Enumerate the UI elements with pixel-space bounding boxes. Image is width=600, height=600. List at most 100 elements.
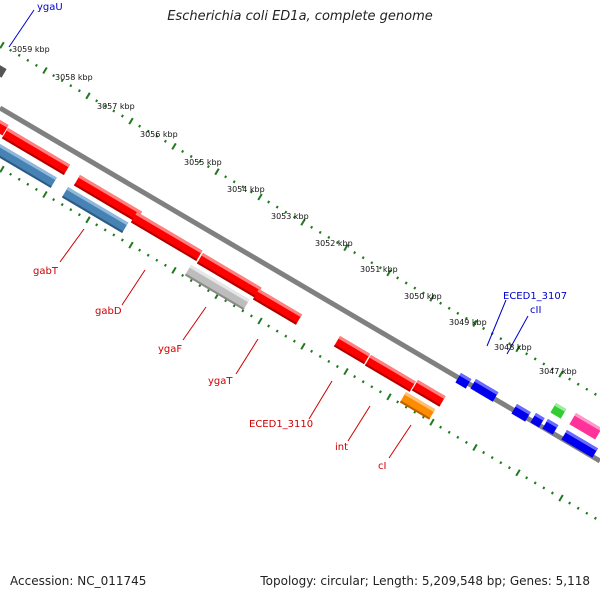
scale-label: 3055 kbp	[184, 158, 222, 167]
inner-scale-tick	[542, 486, 546, 490]
outer-scale-tick	[267, 200, 271, 204]
inner-scale-tick	[241, 309, 245, 313]
gene-label-ECED1_3110[interactable]: ECED1_3110	[249, 419, 313, 430]
outer-scale-tick	[0, 41, 5, 49]
gene-block-int[interactable]	[333, 336, 371, 365]
outer-scale-tick	[353, 251, 357, 255]
inner-scale-tick	[585, 511, 589, 515]
gene-block-ygaT[interactable]	[196, 253, 262, 298]
inner-scale-tick	[224, 299, 228, 303]
gene-label-cII[interactable]: cII	[530, 305, 541, 316]
gene-block-gabD[interactable]	[73, 175, 142, 222]
scale-labels: 3059 kbp 3058 kbp 3057 kbp 3056 kbp 3055…	[12, 45, 577, 376]
outer-scale-tick	[249, 190, 253, 194]
gene-block-blue-2[interactable]	[61, 187, 129, 233]
inner-scale-tick	[343, 367, 349, 376]
gene-block-blue-1[interactable]	[0, 144, 57, 188]
outer-scale-tick	[525, 352, 529, 356]
gene-block-magenta[interactable]	[569, 413, 600, 440]
inner-scale-tick	[576, 506, 580, 510]
outer-scale-tick	[343, 243, 349, 252]
outer-scale-tick	[533, 357, 537, 361]
inner-scale-tick	[439, 425, 443, 429]
leader-gabD	[121, 269, 146, 306]
inner-scale-tick	[275, 329, 279, 333]
gene-block-ECED1_3110[interactable]	[252, 289, 303, 325]
inner-scale-tick	[568, 501, 572, 505]
outer-scale-tick	[163, 139, 167, 143]
outer-scale-tick	[413, 286, 417, 290]
gene-block-blue-small-1[interactable]	[455, 373, 472, 389]
outer-scale-tick	[568, 377, 572, 381]
inner-scale-tick	[206, 289, 210, 293]
outer-scale-tick	[482, 326, 486, 331]
scale-label: 3056 kbp	[140, 130, 178, 139]
scale-label: 3048 kbp	[494, 343, 532, 352]
gene-block-blue-small-5[interactable]	[542, 419, 559, 435]
inner-scale-tick	[499, 461, 503, 465]
gene-block-blue-small-4[interactable]	[530, 413, 545, 428]
gene-label-ygaF[interactable]: ygaF	[158, 344, 182, 355]
outer-scale-tick	[499, 337, 503, 341]
gene-block-grey-pseudo[interactable]	[184, 265, 250, 310]
inner-scale-tick	[378, 390, 382, 394]
inner-scale-tick	[198, 284, 202, 288]
inner-scale-tick	[189, 278, 193, 283]
gene-label-ygaT[interactable]: ygaT	[208, 376, 233, 387]
gene-block-ygaF[interactable]	[130, 212, 203, 262]
inner-scale-tick	[52, 198, 56, 202]
leader-cII	[506, 315, 529, 355]
outer-scale-tick	[257, 193, 263, 201]
gene-label-ECED1_3107[interactable]: ECED1_3107	[503, 291, 567, 302]
outer-scale-tick	[439, 301, 443, 305]
outer-scale-tick	[26, 58, 30, 62]
outer-scale-tick	[576, 382, 580, 386]
inner-scale-tick	[112, 233, 116, 237]
gene-block-dark-edge[interactable]	[0, 63, 7, 78]
outer-scale-tick	[232, 180, 236, 184]
inner-scale-tick	[533, 481, 537, 485]
gene-block-blue-small-6[interactable]	[561, 430, 598, 458]
gene-label-gabD[interactable]: gabD	[95, 306, 122, 317]
outer-scale-tick	[585, 387, 589, 391]
inner-scale-tick	[284, 334, 288, 338]
outer-scale-tick	[327, 235, 331, 239]
gene-block-blue-small-3[interactable]	[511, 404, 531, 422]
leader-ygaT	[235, 338, 259, 375]
inner-scale-tick	[249, 314, 253, 318]
outer-scale-tick	[335, 240, 339, 245]
gene-label-int[interactable]: int	[335, 442, 348, 453]
outer-scale-tick	[284, 210, 288, 214]
outer-scale-tick	[103, 104, 107, 108]
outer-scale-tick	[224, 175, 228, 179]
inner-scale-tick	[292, 339, 296, 343]
inner-scale-tick	[327, 359, 331, 363]
gene-label-cI[interactable]: cI	[378, 461, 386, 472]
outer-scale-tick	[138, 124, 142, 128]
outer-scale-tick	[318, 230, 322, 234]
gene-block-blue-small-2[interactable]	[470, 379, 499, 402]
gene-block-gabT[interactable]	[1, 127, 70, 175]
outer-scale-tick	[181, 149, 185, 153]
inner-scale-tick	[9, 172, 13, 176]
gene-label-gabT[interactable]: gabT	[33, 266, 59, 277]
inner-scale-tick	[550, 491, 554, 495]
inner-scale-tick	[0, 165, 5, 173]
gene-block-cI-red[interactable]	[364, 355, 416, 392]
outer-scale-tick	[189, 154, 193, 159]
genome-backbone	[0, 105, 600, 464]
scale-label: 3052 kbp	[315, 239, 353, 248]
inner-scale-tick	[128, 241, 134, 249]
outer-scale-tick	[378, 266, 382, 270]
outer-scale-tick	[171, 142, 177, 150]
leader-ECED1_3107	[486, 299, 507, 347]
gene-block-green[interactable]	[550, 403, 567, 419]
accession-text: Accession: NC_011745	[10, 574, 147, 588]
gene-block-red-small[interactable]	[411, 380, 446, 407]
gene-block-ygaU-segment[interactable]	[0, 120, 9, 136]
gene-label-ygaU[interactable]: ygaU	[37, 2, 63, 13]
outer-scale-tick	[146, 129, 150, 133]
gene-block-orange[interactable]	[399, 392, 436, 420]
outer-scale-tick	[60, 79, 64, 83]
